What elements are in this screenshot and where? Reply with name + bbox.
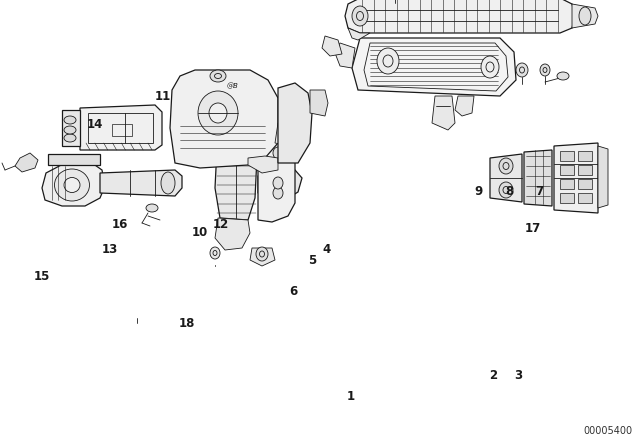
Polygon shape	[170, 70, 278, 168]
Ellipse shape	[283, 182, 293, 192]
Ellipse shape	[352, 6, 368, 26]
Polygon shape	[258, 130, 295, 222]
Polygon shape	[572, 4, 598, 28]
Polygon shape	[100, 170, 182, 196]
Polygon shape	[455, 96, 474, 116]
Ellipse shape	[64, 134, 76, 142]
Polygon shape	[80, 105, 162, 150]
Bar	[560, 165, 574, 175]
Ellipse shape	[516, 63, 528, 77]
Polygon shape	[432, 96, 455, 130]
Text: 11: 11	[155, 90, 172, 103]
Text: 9: 9	[475, 185, 483, 198]
Bar	[578, 179, 592, 189]
Ellipse shape	[146, 204, 158, 212]
Ellipse shape	[210, 247, 220, 259]
Bar	[578, 165, 592, 175]
Text: 16: 16	[112, 218, 129, 232]
Ellipse shape	[229, 104, 241, 116]
Bar	[578, 193, 592, 203]
Ellipse shape	[481, 56, 499, 78]
Text: 18: 18	[179, 317, 195, 330]
Ellipse shape	[265, 179, 275, 191]
Ellipse shape	[499, 182, 513, 198]
Ellipse shape	[210, 70, 226, 82]
Ellipse shape	[64, 177, 80, 193]
Text: 1: 1	[347, 390, 355, 403]
Text: 12: 12	[212, 218, 229, 232]
Polygon shape	[215, 218, 250, 250]
Polygon shape	[598, 146, 608, 208]
Ellipse shape	[540, 64, 550, 76]
Polygon shape	[15, 153, 38, 172]
Ellipse shape	[273, 177, 283, 189]
Bar	[560, 193, 574, 203]
Ellipse shape	[499, 158, 513, 174]
Ellipse shape	[198, 91, 238, 135]
Polygon shape	[62, 110, 80, 146]
Bar	[112, 124, 132, 136]
Polygon shape	[348, 28, 370, 40]
Ellipse shape	[64, 116, 76, 124]
Polygon shape	[352, 38, 516, 96]
Text: 15: 15	[33, 270, 50, 284]
Polygon shape	[48, 154, 100, 165]
Text: 2: 2	[489, 369, 497, 382]
Ellipse shape	[579, 7, 591, 25]
Polygon shape	[310, 90, 328, 116]
Polygon shape	[250, 248, 275, 266]
Ellipse shape	[256, 247, 268, 261]
Text: 13: 13	[102, 243, 118, 257]
Polygon shape	[275, 123, 296, 146]
Polygon shape	[345, 0, 575, 33]
Text: 14: 14	[86, 118, 103, 131]
Text: 7: 7	[535, 185, 543, 198]
Text: @B: @B	[226, 83, 238, 89]
Bar	[578, 151, 592, 161]
Polygon shape	[248, 156, 278, 173]
Text: 5: 5	[308, 254, 316, 267]
Ellipse shape	[64, 126, 76, 134]
Polygon shape	[215, 103, 258, 220]
Text: 17: 17	[524, 222, 541, 235]
Text: 4: 4	[323, 243, 330, 257]
Ellipse shape	[209, 103, 227, 123]
Ellipse shape	[557, 72, 569, 80]
Text: 10: 10	[191, 225, 208, 239]
Ellipse shape	[273, 147, 283, 159]
Polygon shape	[322, 36, 342, 56]
Text: 00005400: 00005400	[583, 426, 632, 436]
Polygon shape	[524, 150, 552, 206]
Ellipse shape	[161, 172, 175, 194]
Text: 8: 8	[506, 185, 513, 198]
Bar	[560, 179, 574, 189]
Polygon shape	[554, 143, 598, 213]
Ellipse shape	[273, 187, 283, 199]
Polygon shape	[42, 163, 105, 206]
Text: 3: 3	[515, 369, 522, 382]
Bar	[88, 113, 153, 143]
Text: 6: 6	[289, 284, 297, 298]
Ellipse shape	[54, 169, 90, 201]
Polygon shape	[335, 43, 355, 68]
Ellipse shape	[377, 48, 399, 74]
Polygon shape	[490, 154, 522, 202]
Polygon shape	[278, 83, 312, 163]
Polygon shape	[258, 168, 302, 200]
Bar	[560, 151, 574, 161]
